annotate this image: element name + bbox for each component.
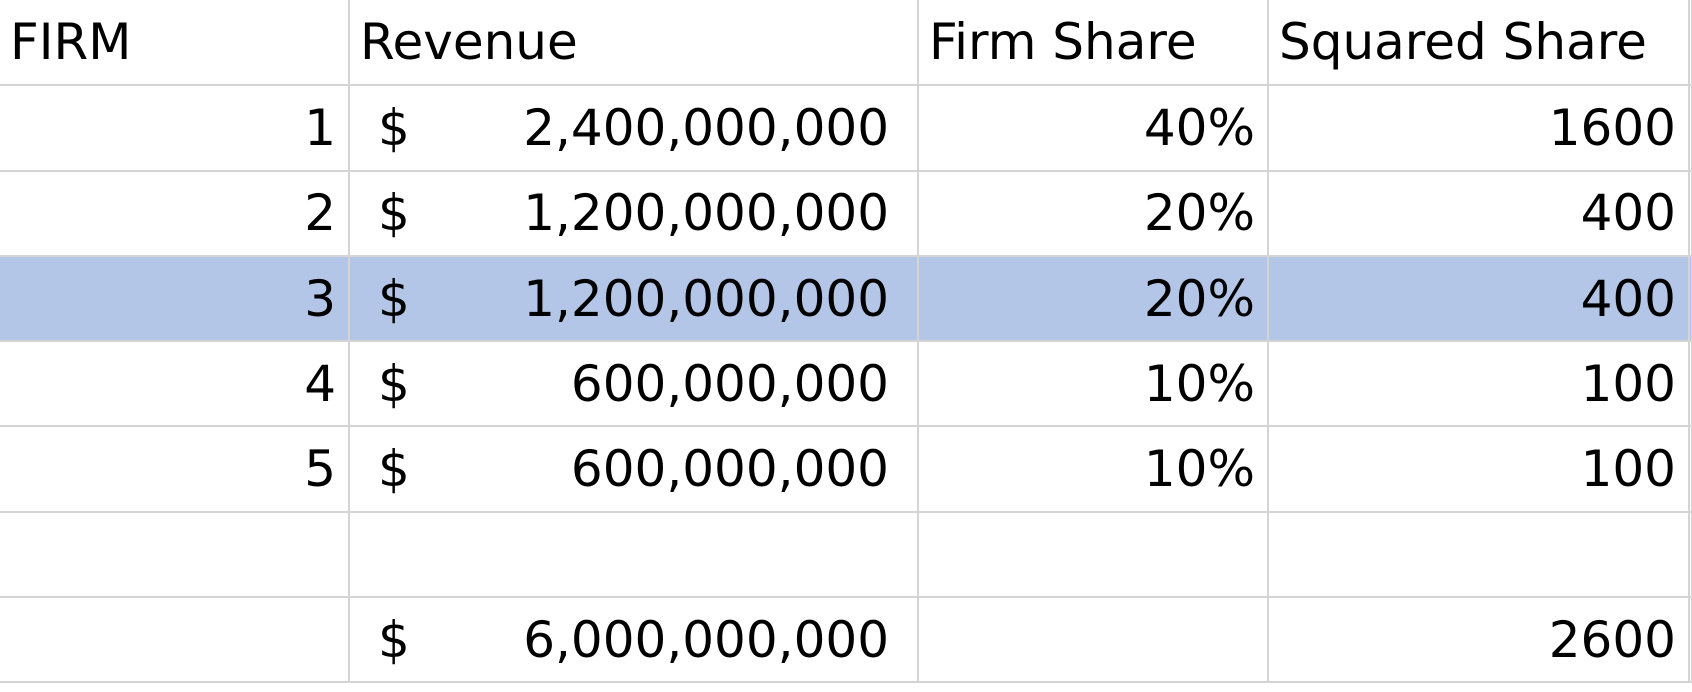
totals-row: $6,000,000,000 2600 — [0, 597, 1692, 684]
cell[interactable] — [1689, 426, 1692, 513]
cell[interactable] — [918, 511, 1269, 599]
revenue-value: 1,200,000,000 — [523, 269, 889, 328]
currency-symbol: $ — [378, 354, 410, 413]
cell[interactable] — [1689, 85, 1692, 172]
cell[interactable] — [1689, 511, 1692, 599]
cell[interactable] — [1689, 255, 1692, 343]
table-row: 4 $600,000,000 10% 100 — [0, 341, 1692, 428]
cell[interactable] — [1268, 511, 1690, 599]
firm-cell[interactable]: 5 — [0, 426, 350, 513]
revenue-cell[interactable]: $1,200,000,000 — [349, 255, 919, 343]
cell[interactable] — [0, 511, 350, 599]
squared-share-cell[interactable]: 1600 — [1268, 85, 1690, 172]
revenue-value: 600,000,000 — [570, 354, 889, 413]
cell[interactable] — [1689, 170, 1692, 257]
table-row: 1 $2,400,000,000 40% 1600 — [0, 85, 1692, 172]
total-revenue-cell[interactable]: $6,000,000,000 — [349, 597, 919, 684]
currency-symbol: $ — [378, 98, 410, 157]
firm-cell[interactable]: 4 — [0, 341, 350, 428]
cell[interactable] — [1689, 341, 1692, 428]
firm-share-cell[interactable]: 10% — [918, 341, 1269, 428]
cell[interactable] — [918, 597, 1269, 684]
table-row: 3 $1,200,000,000 20% 400 — [0, 255, 1692, 343]
firm-share-cell[interactable]: 40% — [918, 85, 1269, 172]
firm-share-cell[interactable]: 10% — [918, 426, 1269, 513]
revenue-cell[interactable]: $1,200,000,000 — [349, 170, 919, 257]
header-firm-share[interactable]: Firm Share — [918, 0, 1269, 87]
currency-symbol: $ — [378, 610, 410, 669]
header-row: FIRM Revenue Firm Share Squared Share — [0, 0, 1692, 87]
firm-share-cell[interactable]: 20% — [918, 170, 1269, 257]
total-squared-share[interactable]: 2600 — [1268, 597, 1690, 684]
firm-cell[interactable]: 2 — [0, 170, 350, 257]
header-revenue[interactable]: Revenue — [349, 0, 919, 87]
total-revenue: 6,000,000,000 — [523, 610, 889, 669]
revenue-value: 2,400,000,000 — [523, 98, 889, 157]
revenue-cell[interactable]: $600,000,000 — [349, 341, 919, 428]
cell[interactable] — [0, 597, 350, 684]
revenue-cell[interactable]: $600,000,000 — [349, 426, 919, 513]
currency-symbol: $ — [378, 269, 410, 328]
revenue-cell[interactable]: $2,400,000,000 — [349, 85, 919, 172]
table-row: 2 $1,200,000,000 20% 400 — [0, 170, 1692, 257]
currency-symbol: $ — [378, 184, 410, 243]
squared-share-cell[interactable]: 400 — [1268, 170, 1690, 257]
revenue-value: 600,000,000 — [570, 440, 889, 499]
squared-share-cell[interactable]: 100 — [1268, 426, 1690, 513]
cell[interactable] — [1689, 597, 1692, 684]
squared-share-cell[interactable]: 100 — [1268, 341, 1690, 428]
revenue-value: 1,200,000,000 — [523, 184, 889, 243]
header-squared-share[interactable]: Squared Share — [1268, 0, 1690, 87]
cell[interactable] — [349, 511, 919, 599]
cell[interactable] — [1689, 0, 1692, 87]
table-row: 5 $600,000,000 10% 100 — [0, 426, 1692, 513]
firm-cell[interactable]: 3 — [0, 255, 350, 343]
currency-symbol: $ — [378, 440, 410, 499]
firm-share-cell[interactable]: 20% — [918, 255, 1269, 343]
firm-cell[interactable]: 1 — [0, 85, 350, 172]
squared-share-cell[interactable]: 400 — [1268, 255, 1690, 343]
empty-row — [0, 511, 1692, 599]
header-firm[interactable]: FIRM — [0, 0, 350, 87]
